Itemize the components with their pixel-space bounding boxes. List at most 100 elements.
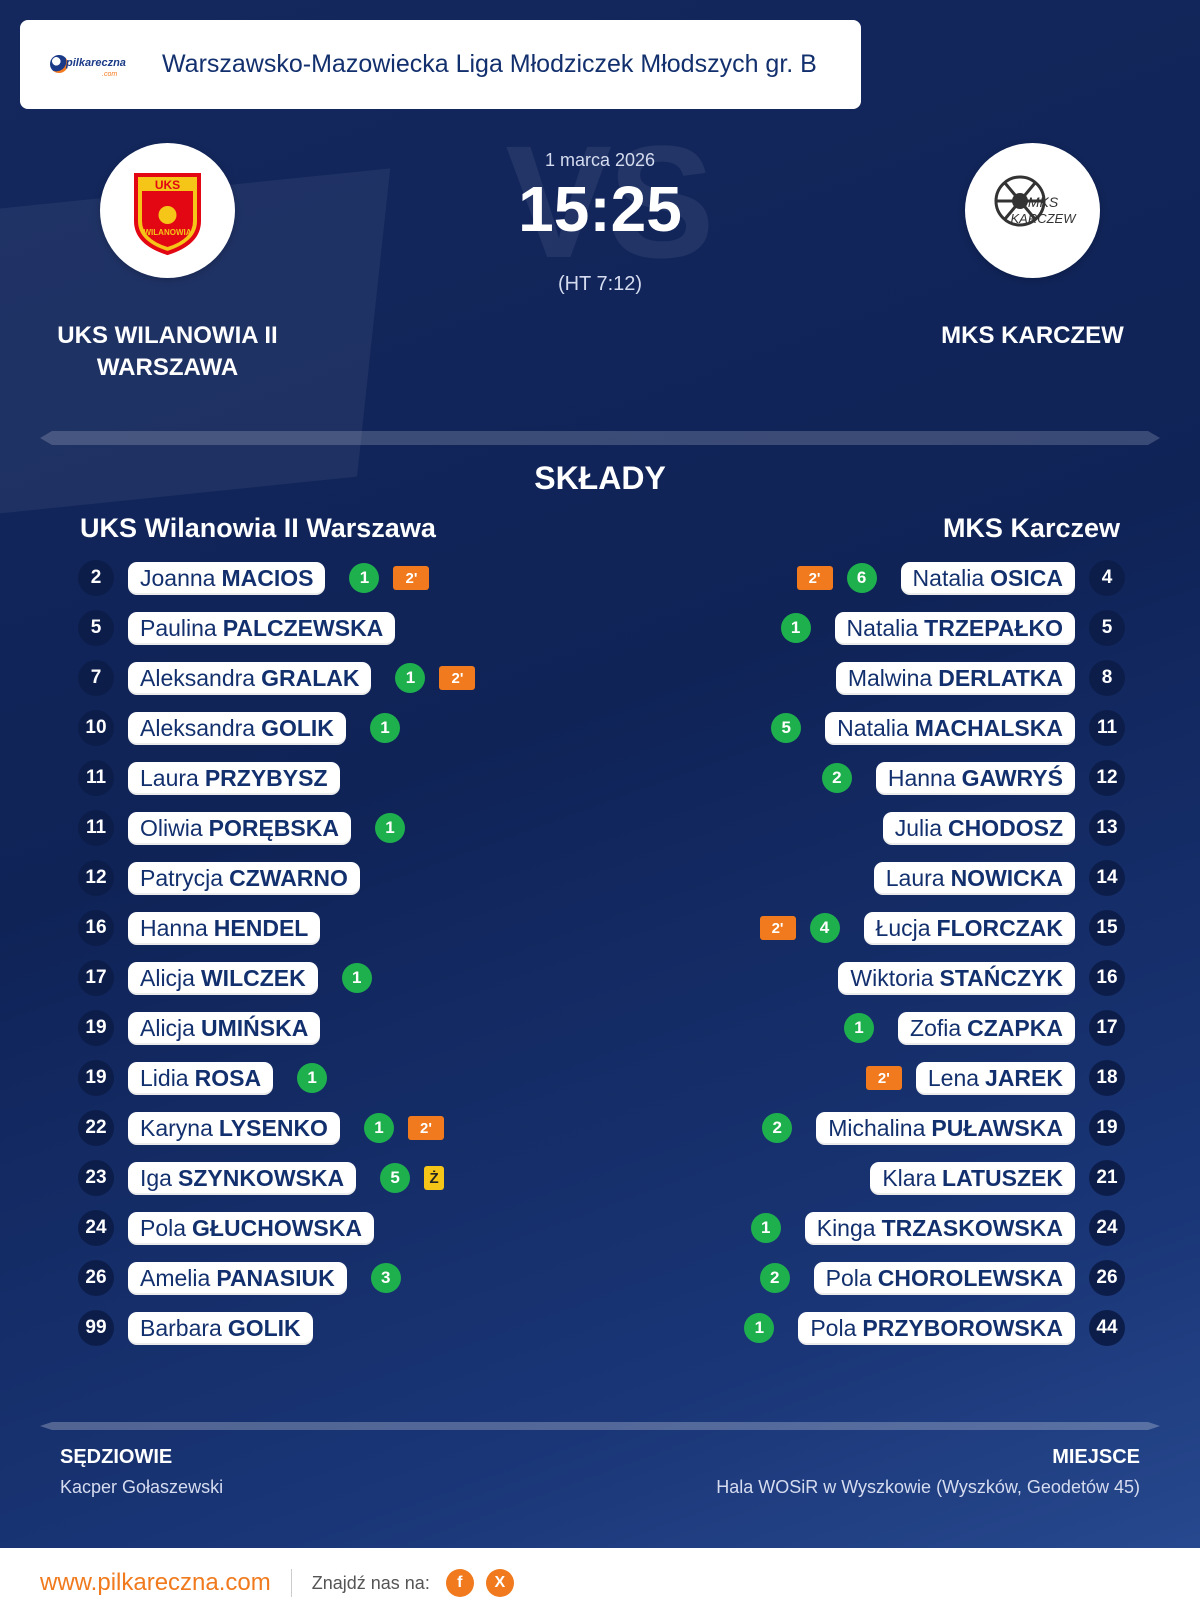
player-first-name: Alicja bbox=[140, 1014, 195, 1041]
player-number: 8 bbox=[1089, 660, 1125, 696]
player-row: 11 Oliwia PORĘBSKA 1 bbox=[78, 803, 578, 853]
site-logo[interactable]: pilkareczna .com bbox=[50, 45, 142, 85]
facebook-icon[interactable]: f bbox=[445, 1569, 474, 1597]
player-name[interactable]: Patrycja CZWARNO bbox=[128, 861, 360, 895]
player-first-name: Malwina bbox=[847, 664, 933, 691]
player-name[interactable]: Barbara GOLIK bbox=[128, 1311, 313, 1345]
goals-badge: 1 bbox=[750, 1213, 781, 1243]
player-name[interactable]: Aleksandra GRALAK bbox=[128, 661, 372, 695]
player-first-name: Alicja bbox=[140, 964, 195, 991]
player-name[interactable]: Joanna MACIOS bbox=[128, 561, 326, 595]
player-number: 11 bbox=[78, 760, 114, 796]
player-name[interactable]: Aleksandra GOLIK bbox=[128, 711, 346, 745]
player-name[interactable]: Alicja WILCZEK bbox=[128, 961, 318, 995]
player-last-name: STAŃCZYK bbox=[939, 964, 1063, 991]
player-name[interactable]: Natalia OSICA bbox=[900, 561, 1075, 595]
player-row: 5 Paulina PALCZEWSKA bbox=[78, 603, 578, 653]
player-number: 22 bbox=[78, 1110, 114, 1146]
player-name[interactable]: Pola PRZYBOROWSKA bbox=[798, 1311, 1075, 1345]
player-name[interactable]: Malwina DERLATKA bbox=[835, 661, 1075, 695]
player-name[interactable]: Oliwia PORĘBSKA bbox=[128, 811, 351, 845]
player-number: 12 bbox=[1089, 760, 1125, 796]
handball-icon: MKS KARCZEW bbox=[994, 175, 1078, 227]
player-name[interactable]: Iga SZYNKOWSKA bbox=[128, 1161, 357, 1195]
player-name[interactable]: Michalina PUŁAWSKA bbox=[816, 1111, 1075, 1145]
player-name[interactable]: Zofia CZAPKA bbox=[898, 1011, 1075, 1045]
player-number: 44 bbox=[1089, 1310, 1125, 1346]
player-last-name: GŁUCHOWSKA bbox=[192, 1214, 362, 1241]
player-last-name: LYSENKO bbox=[218, 1114, 328, 1141]
league-header: pilkareczna .com Warszawsko-Mazowiecka L… bbox=[20, 20, 861, 109]
match-date: 1 marca 2026 bbox=[544, 150, 656, 170]
footer-separator bbox=[290, 1569, 292, 1597]
player-name[interactable]: Paulina PALCZEWSKA bbox=[128, 611, 396, 645]
divider-bottom bbox=[40, 1422, 1160, 1430]
player-last-name: CHOROLEWSKA bbox=[877, 1264, 1063, 1291]
player-last-name: ROSA bbox=[194, 1064, 262, 1091]
player-first-name: Hanna bbox=[140, 914, 208, 941]
player-name[interactable]: Laura NOWICKA bbox=[873, 861, 1075, 895]
player-last-name: PANASIUK bbox=[216, 1264, 335, 1291]
player-last-name: DERLATKA bbox=[938, 664, 1063, 691]
player-name[interactable]: Pola GŁUCHOWSKA bbox=[128, 1211, 374, 1245]
player-first-name: Pola bbox=[810, 1314, 857, 1341]
player-name[interactable]: Natalia MACHALSKA bbox=[825, 711, 1075, 745]
player-name[interactable]: Klara LATUSZEK bbox=[870, 1161, 1075, 1195]
svg-text:KARCZEW: KARCZEW bbox=[1011, 211, 1078, 226]
footer-site-link[interactable]: www.pilkareczna.com bbox=[40, 1569, 271, 1596]
suspension-badge: 2' bbox=[759, 916, 796, 940]
player-name[interactable]: Wiktoria STAŃCZYK bbox=[838, 961, 1075, 995]
player-number: 11 bbox=[78, 810, 114, 846]
goals-badge: 4 bbox=[809, 913, 840, 943]
player-name[interactable]: Lena JAREK bbox=[915, 1061, 1075, 1095]
player-name[interactable]: Hanna HENDEL bbox=[128, 911, 321, 945]
yellow-card-badge: Ż bbox=[424, 1166, 445, 1190]
player-name[interactable]: Lidia ROSA bbox=[128, 1061, 274, 1095]
player-row: 12 Hanna GAWRYŚ 2 bbox=[625, 753, 1125, 803]
player-name[interactable]: Pola CHOROLEWSKA bbox=[813, 1261, 1075, 1295]
player-first-name: Barbara bbox=[140, 1314, 222, 1341]
player-last-name: GAWRYŚ bbox=[961, 764, 1063, 791]
player-name[interactable]: Kinga TRZASKOWSKA bbox=[804, 1211, 1075, 1245]
player-last-name: HENDEL bbox=[213, 914, 309, 941]
player-name[interactable]: Alicja UMIŃSKA bbox=[128, 1011, 321, 1045]
player-name[interactable]: Łucja FLORCZAK bbox=[863, 911, 1075, 945]
player-first-name: Michalina bbox=[828, 1114, 926, 1141]
player-first-name: Patrycja bbox=[140, 864, 224, 891]
player-number: 17 bbox=[78, 960, 114, 996]
venue-value: Hala WOSiR w Wyszkowie (Wyszków, Geodetó… bbox=[716, 1477, 1140, 1497]
away-lineup: 4 Natalia OSICA 6 2' 5 Natalia TRZEPAŁKO 1 8 Malwi… bbox=[625, 553, 1125, 1353]
player-last-name: SZYNKOWSKA bbox=[177, 1164, 345, 1191]
player-row: 11 Natalia MACHALSKA 5 bbox=[625, 703, 1125, 753]
player-name[interactable]: Julia CHODOSZ bbox=[882, 811, 1075, 845]
player-row: 11 Laura PRZYBYSZ bbox=[78, 753, 578, 803]
player-name[interactable]: Karyna LYSENKO bbox=[128, 1111, 340, 1145]
player-name[interactable]: Natalia TRZEPAŁKO bbox=[834, 611, 1075, 645]
player-last-name: CZWARNO bbox=[229, 864, 348, 891]
goals-badge: 1 bbox=[374, 813, 405, 843]
halftime-score: (HT 7:12) bbox=[557, 273, 643, 295]
x-icon[interactable]: X bbox=[485, 1569, 514, 1597]
player-number: 5 bbox=[1089, 610, 1125, 646]
player-name[interactable]: Laura PRZYBYSZ bbox=[128, 761, 340, 795]
match-score: 15:25 bbox=[518, 173, 682, 245]
player-last-name: NOWICKA bbox=[950, 864, 1063, 891]
player-first-name: Natalia bbox=[846, 614, 919, 641]
player-number: 17 bbox=[1089, 1010, 1125, 1046]
footer: www.pilkareczna.com Znajdź nas na: f X bbox=[0, 1548, 1200, 1618]
player-number: 2 bbox=[78, 560, 114, 596]
player-row: 4 Natalia OSICA 6 2' bbox=[625, 553, 1125, 603]
player-first-name: Paulina bbox=[140, 614, 217, 641]
player-name[interactable]: Amelia PANASIUK bbox=[128, 1261, 347, 1295]
player-last-name: UMIŃSKA bbox=[200, 1014, 309, 1041]
player-row: 18 Lena JAREK 2' bbox=[625, 1053, 1125, 1103]
player-last-name: TRZASKOWSKA bbox=[881, 1214, 1063, 1241]
goals-badge: 1 bbox=[363, 1113, 394, 1143]
goals-badge: 2 bbox=[759, 1263, 790, 1293]
player-first-name: Aleksandra bbox=[140, 714, 256, 741]
away-team-name: MKS KARCZEW bbox=[941, 322, 1124, 349]
player-first-name: Pola bbox=[140, 1214, 187, 1241]
player-last-name: OSICA bbox=[990, 564, 1063, 591]
player-name[interactable]: Hanna GAWRYŚ bbox=[875, 761, 1075, 795]
svg-text:WILANOWIA: WILANOWIA bbox=[144, 228, 192, 237]
